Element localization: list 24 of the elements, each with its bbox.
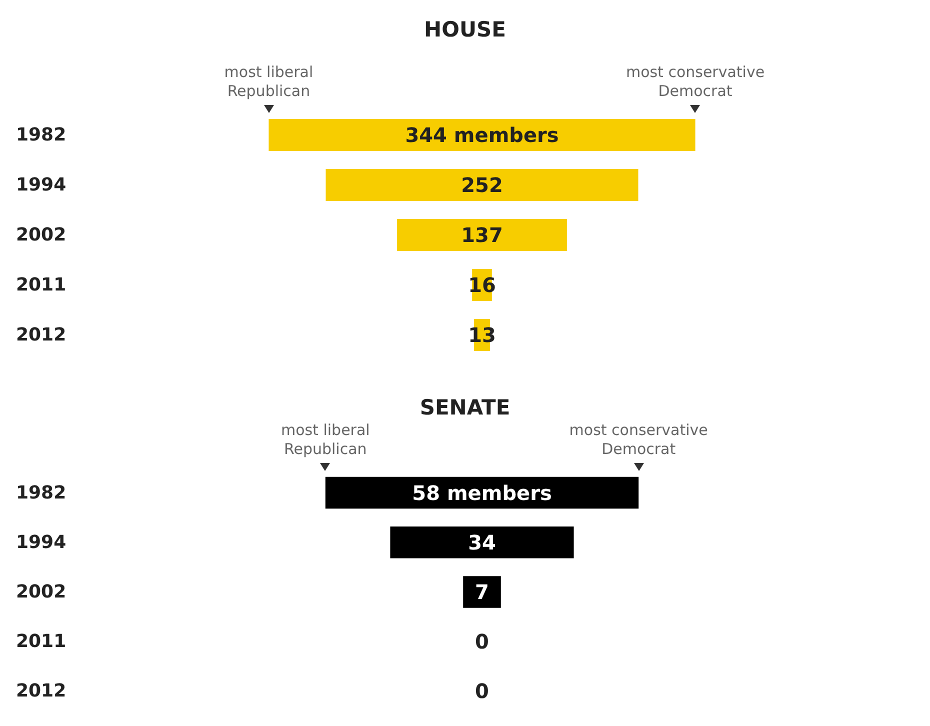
text: most conservative Democrat xyxy=(625,63,766,101)
data-label: 34 xyxy=(468,530,496,554)
category-label: 1994 xyxy=(16,532,66,553)
category-label: 2002 xyxy=(16,224,66,246)
text: most liberal Republican xyxy=(280,420,371,459)
category-label: 2011 xyxy=(16,631,66,652)
category-label: 1982 xyxy=(16,482,66,504)
category-label: 2012 xyxy=(16,324,66,346)
category-label: 2012 xyxy=(16,680,66,702)
data-label: 252 xyxy=(461,173,503,197)
category-label: 1994 xyxy=(16,174,66,196)
data-label: 344 members xyxy=(405,123,559,147)
text: SENATE xyxy=(420,396,510,420)
data-label: 0 xyxy=(475,630,489,654)
data-label: 137 xyxy=(461,223,503,247)
category-label: 2002 xyxy=(16,582,66,602)
category-label: 1982 xyxy=(16,124,66,146)
category-label: 2011 xyxy=(16,274,66,296)
data-label: 7 xyxy=(475,580,489,604)
text: HOUSE xyxy=(424,18,506,42)
data-label: 0 xyxy=(475,679,489,704)
text: most conservative Democrat xyxy=(568,420,709,459)
text: most liberal Republican xyxy=(223,63,314,101)
data-label: 58 members xyxy=(412,480,552,505)
